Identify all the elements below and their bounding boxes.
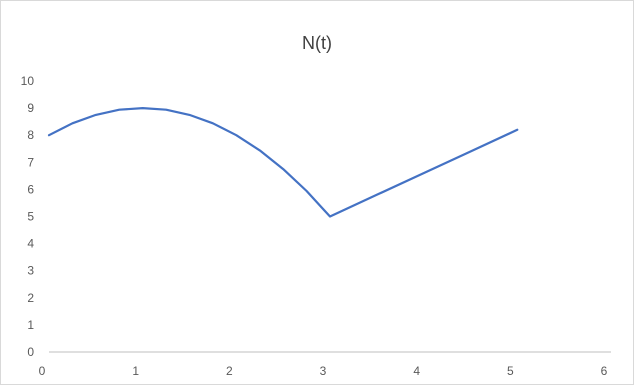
series-line-n-t — [47, 106, 519, 218]
y-tick-label-9: 9 — [27, 101, 34, 115]
y-tick-label-5: 5 — [27, 210, 34, 224]
y-tick-label-3: 3 — [27, 264, 34, 278]
y-tick-label-4: 4 — [27, 237, 34, 251]
y-tick-label-6: 6 — [27, 182, 34, 196]
x-tick-label-4: 4 — [413, 364, 420, 378]
y-tick-label-0: 0 — [27, 345, 34, 359]
x-tick-label-5: 5 — [507, 364, 514, 378]
y-tick-label-10: 10 — [21, 74, 35, 88]
x-axis-tick-labels: 0 1 2 3 4 5 6 — [39, 364, 608, 378]
y-axis-tick-labels: 0 1 2 3 4 5 6 7 8 9 10 — [21, 74, 35, 359]
chart-title: N(t) — [302, 33, 332, 53]
x-tick-label-6: 6 — [601, 364, 608, 378]
x-tick-label-3: 3 — [320, 364, 327, 378]
y-tick-label-8: 8 — [27, 128, 34, 142]
y-tick-label-7: 7 — [27, 155, 34, 169]
x-tick-label-0: 0 — [39, 364, 46, 378]
y-tick-label-2: 2 — [27, 291, 34, 305]
y-tick-label-1: 1 — [27, 318, 34, 332]
x-tick-label-2: 2 — [226, 364, 233, 378]
x-tick-label-1: 1 — [132, 364, 139, 378]
